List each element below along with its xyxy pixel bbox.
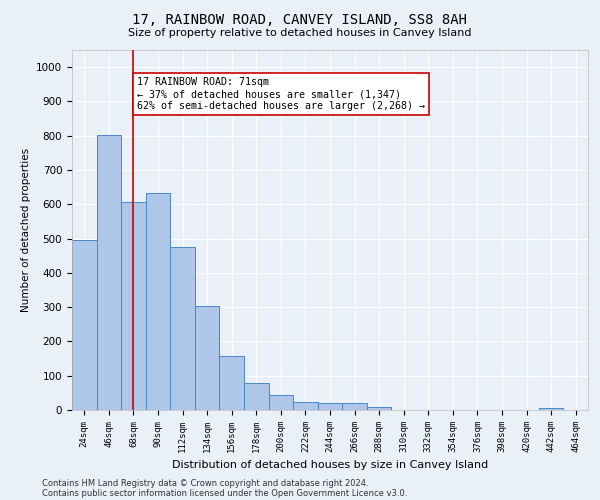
Bar [318,403,342,410]
X-axis label: Distribution of detached houses by size in Canvey Island: Distribution of detached houses by size … [172,460,488,470]
Bar [170,248,195,410]
Text: Contains HM Land Registry data © Crown copyright and database right 2024.: Contains HM Land Registry data © Crown c… [42,478,368,488]
Text: Size of property relative to detached houses in Canvey Island: Size of property relative to detached ho… [128,28,472,38]
Bar [220,356,244,410]
Bar [269,394,293,410]
Bar [97,134,121,410]
Text: 17, RAINBOW ROAD, CANVEY ISLAND, SS8 8AH: 17, RAINBOW ROAD, CANVEY ISLAND, SS8 8AH [133,12,467,26]
Y-axis label: Number of detached properties: Number of detached properties [20,148,31,312]
Bar [146,194,170,410]
Bar [293,402,318,410]
Bar [195,306,220,410]
Bar [367,406,391,410]
Bar [72,240,97,410]
Bar [121,202,146,410]
Bar [244,382,269,410]
Bar [539,408,563,410]
Text: 17 RAINBOW ROAD: 71sqm
← 37% of detached houses are smaller (1,347)
62% of semi-: 17 RAINBOW ROAD: 71sqm ← 37% of detached… [137,78,425,110]
Bar [342,404,367,410]
Text: Contains public sector information licensed under the Open Government Licence v3: Contains public sector information licen… [42,488,407,498]
